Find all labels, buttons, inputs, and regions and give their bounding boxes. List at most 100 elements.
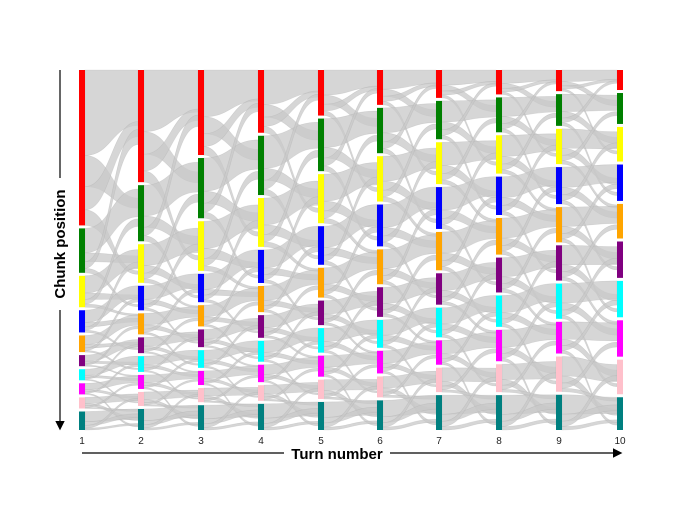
x-tick-label: 9 xyxy=(556,436,562,447)
chunk-bar xyxy=(79,397,85,409)
chunk-bar xyxy=(79,355,85,367)
chunk-bar xyxy=(138,285,144,311)
chunk-bar xyxy=(318,300,324,326)
chunk-bar xyxy=(496,135,502,174)
chunk-bar xyxy=(198,329,204,348)
chunk-bar xyxy=(496,70,502,95)
chunk-bar xyxy=(617,320,623,357)
chunk-bar xyxy=(556,94,562,126)
chunk-bar xyxy=(258,249,264,283)
flow-link xyxy=(501,166,557,199)
chunk-bar xyxy=(436,187,442,229)
flow-link xyxy=(382,147,437,182)
x-tick-label: 1 xyxy=(79,436,85,447)
chunk-bar xyxy=(377,376,383,398)
chunk-bar xyxy=(318,226,324,265)
chunk-bar xyxy=(436,100,442,140)
chunk-bar xyxy=(318,328,324,353)
chunk-bar xyxy=(258,315,264,338)
chunk-bar xyxy=(138,391,144,406)
chunk-bar xyxy=(377,287,383,317)
chunk-bar xyxy=(556,207,562,243)
chunk-bar xyxy=(377,249,383,285)
chunk-bar xyxy=(377,70,383,105)
chunk-bar xyxy=(496,176,502,215)
chunk-bar xyxy=(496,97,502,133)
chunk-bar xyxy=(198,70,204,156)
chunk-bar xyxy=(198,405,204,430)
chunk-bar xyxy=(198,305,204,327)
x-tick-label: 8 xyxy=(496,436,502,447)
chunk-bar xyxy=(138,374,144,389)
chunk-bar xyxy=(79,369,85,381)
chunk-bar xyxy=(617,164,623,201)
chunk-bar xyxy=(556,321,562,354)
flow-link xyxy=(203,139,259,192)
chunk-bar xyxy=(79,275,85,308)
chunk-bar xyxy=(198,158,204,219)
chunk-bar xyxy=(377,319,383,348)
chunk-bar xyxy=(556,245,562,281)
chunk-bar xyxy=(318,118,324,172)
chunk-bar xyxy=(617,126,623,162)
chunk-bar xyxy=(198,388,204,403)
chunk-bar xyxy=(318,174,324,224)
chunk-bar xyxy=(79,411,85,430)
chunk-bar xyxy=(377,156,383,202)
chunk-bar xyxy=(617,397,623,430)
y-axis-title: Chunk position xyxy=(52,189,69,298)
chunk-bar xyxy=(258,70,264,133)
x-tick-labels: 1 2 3 4 5 6 7 8 9 10 xyxy=(79,436,626,447)
x-axis-title: Turn number xyxy=(291,446,383,463)
chunk-bar xyxy=(79,228,85,273)
chunk-bar xyxy=(258,385,264,401)
chunk-bar xyxy=(496,395,502,430)
chunk-bar xyxy=(617,280,623,318)
chunk-bar xyxy=(496,364,502,393)
chunk-bar xyxy=(138,244,144,283)
chunk-bar xyxy=(496,295,502,327)
chunk-bar xyxy=(436,367,442,393)
chunk-bar xyxy=(318,70,324,116)
flow-link xyxy=(501,209,557,239)
chunk-bar xyxy=(496,329,502,362)
chunk-bar xyxy=(556,70,562,92)
chunk-bar xyxy=(318,267,324,298)
x-tick-label: 5 xyxy=(318,436,324,447)
chunk-bar xyxy=(138,313,144,335)
chunk-bar xyxy=(496,217,502,255)
chunk-bar xyxy=(556,394,562,430)
chunk-bar xyxy=(79,383,85,395)
chunk-bar xyxy=(258,198,264,247)
flow-link xyxy=(561,164,618,188)
chunk-bar xyxy=(377,400,383,430)
chunk-bar xyxy=(79,310,85,333)
chunk-bar xyxy=(198,350,204,368)
chunk-bar xyxy=(377,107,383,154)
x-tick-label: 10 xyxy=(614,436,626,447)
chunk-bar xyxy=(617,93,623,124)
x-tick-label: 2 xyxy=(138,436,144,447)
chunk-bar xyxy=(436,307,442,338)
chunk-bar xyxy=(436,231,442,271)
chunk-bar xyxy=(556,356,562,392)
chunk-bar xyxy=(258,135,264,196)
chunk-bar xyxy=(617,359,623,395)
chunk-bar xyxy=(138,356,144,372)
x-tick-label: 6 xyxy=(377,436,383,447)
chunk-bars xyxy=(79,70,623,430)
chunk-bar xyxy=(258,340,264,362)
chunk-bar xyxy=(377,350,383,374)
chunk-bar xyxy=(79,70,85,226)
chunk-bar xyxy=(258,285,264,313)
chunk-bar xyxy=(198,221,204,271)
chunk-bar xyxy=(436,273,442,305)
chunk-bar xyxy=(617,70,623,91)
chunk-bar xyxy=(556,167,562,205)
chunk-bar xyxy=(377,204,383,247)
chunk-bar xyxy=(258,364,264,383)
chunk-bar xyxy=(436,70,442,98)
chunk-bar xyxy=(436,395,442,430)
chunk-bar xyxy=(138,337,144,354)
